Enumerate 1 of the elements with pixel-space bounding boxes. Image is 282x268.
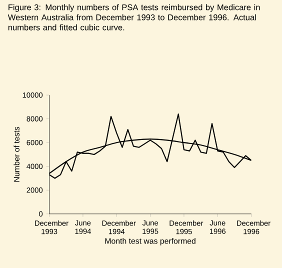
chart-title: Figure 3: Monthly numbers of PSA tests reimbursed by Medicare in Western Australia from December 1993 to December 1996. Actual numbers and fitted cubic curve. (8, 4, 260, 30)
